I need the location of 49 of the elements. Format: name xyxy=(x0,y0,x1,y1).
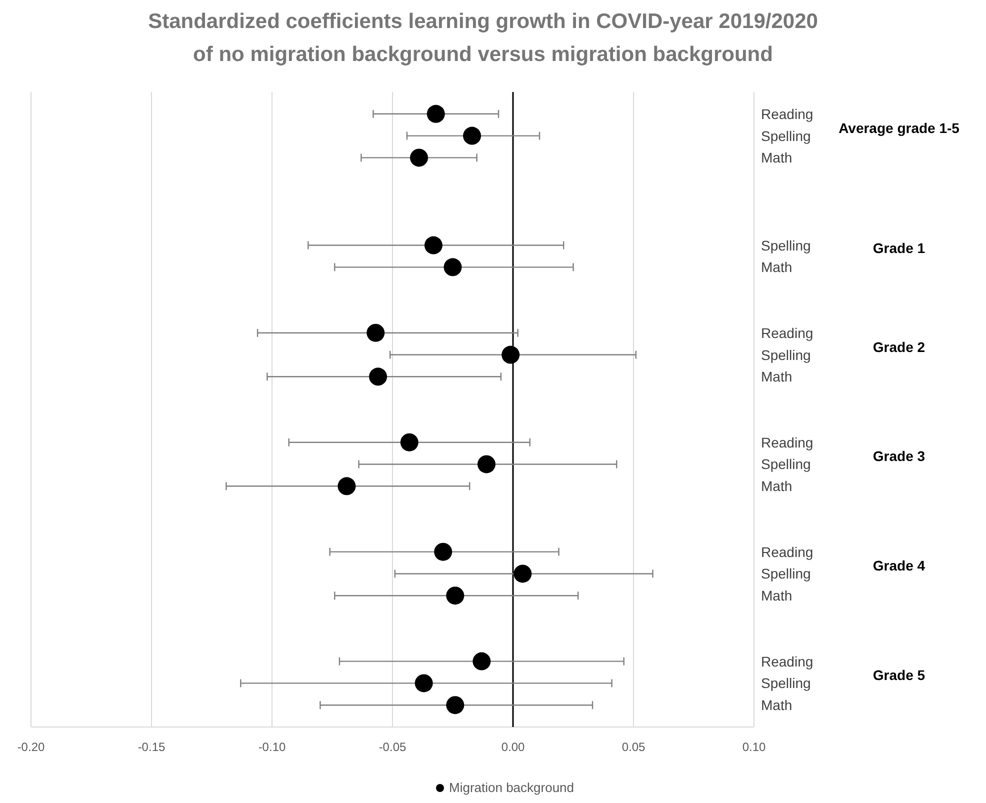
text: Grade 1 xyxy=(872,240,926,256)
y-tick-label: Spelling xyxy=(761,346,811,363)
x-tick-label: -0.20 xyxy=(17,740,45,754)
y-tick-label: Spelling xyxy=(761,237,811,254)
x-tick-label: -0.10 xyxy=(258,740,286,754)
y-tick-label: Spelling xyxy=(761,456,811,472)
point xyxy=(446,696,464,714)
point xyxy=(477,455,496,474)
point xyxy=(400,433,418,452)
y-tick-label: Spelling xyxy=(761,128,811,144)
y-tick-label: Reading xyxy=(761,544,814,560)
y-tick-label: Reading xyxy=(761,653,814,670)
text: Grade 4 xyxy=(872,558,926,574)
text: Grade 2 xyxy=(872,338,926,355)
point xyxy=(446,586,464,605)
y-tick-label: Math xyxy=(761,588,792,604)
x-tick-label: -0.15 xyxy=(138,740,166,754)
y-tick-label: Reading xyxy=(761,324,814,341)
point xyxy=(366,324,385,342)
point xyxy=(369,368,388,386)
y-tick-label: Reading xyxy=(761,106,814,122)
point xyxy=(472,652,491,670)
y-tick-label: Math xyxy=(761,697,792,714)
y-tick-label: Spelling xyxy=(761,675,811,692)
legend-label: Migration background xyxy=(449,780,574,795)
point xyxy=(463,126,482,145)
x-tick-label: 0.00 xyxy=(501,740,525,754)
y-tick-label: Spelling xyxy=(761,566,811,582)
text: Grade 3 xyxy=(872,448,926,464)
point xyxy=(444,258,462,276)
point xyxy=(410,148,428,167)
text: Grade 5 xyxy=(872,667,926,684)
point xyxy=(424,236,442,254)
x-tick-label: 0.10 xyxy=(742,740,766,754)
text: Average grade 1-5 xyxy=(838,120,960,136)
point xyxy=(514,564,532,583)
x-tick-label: -0.05 xyxy=(378,740,406,754)
point xyxy=(338,477,356,496)
y-tick-label: Math xyxy=(761,478,792,494)
point xyxy=(414,674,433,692)
chart-title: Standardized coefficients learning growth in COVID-year 2019/2020 of no migration background versus migration background xyxy=(148,10,818,66)
y-tick-label: Math xyxy=(761,368,792,385)
y-tick-label: Math xyxy=(761,150,792,166)
y-tick-label: Reading xyxy=(761,434,814,450)
x-tick-label: 0.05 xyxy=(622,740,646,754)
y-tick-label: Math xyxy=(761,259,792,276)
point xyxy=(502,346,520,364)
point xyxy=(434,542,452,561)
point xyxy=(426,104,445,123)
